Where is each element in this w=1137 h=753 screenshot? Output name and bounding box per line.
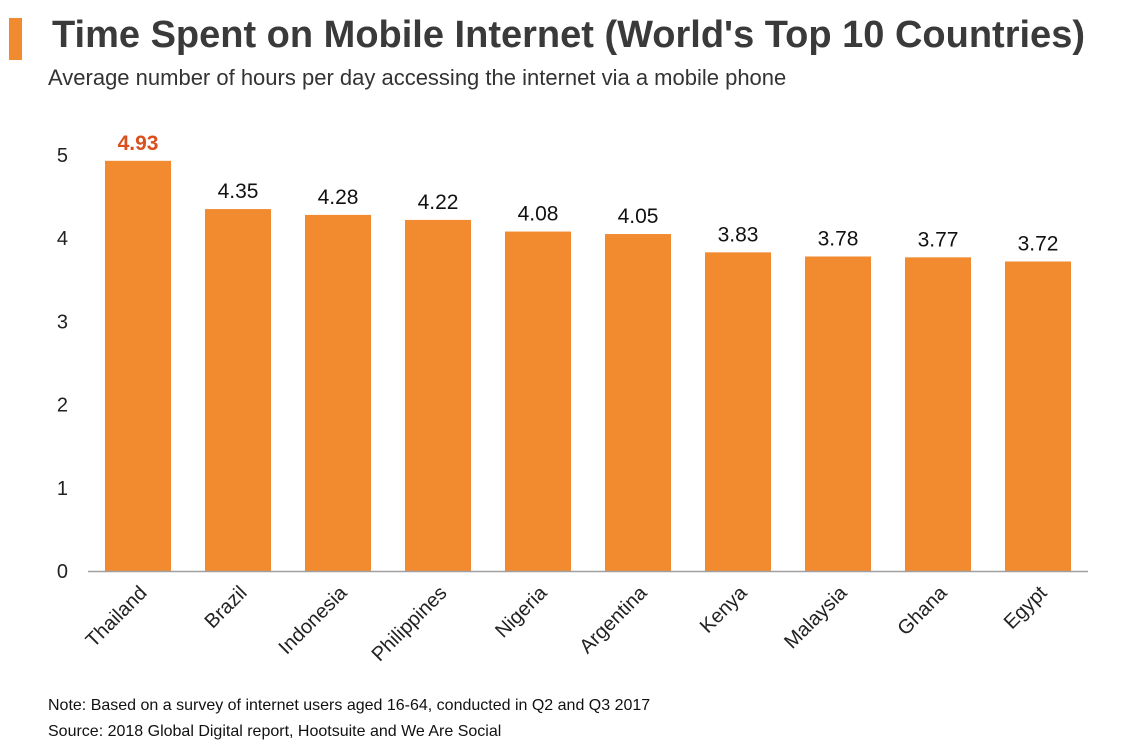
value-label: 3.78 [818, 228, 859, 251]
title-accent-bar [9, 18, 22, 60]
bar [805, 256, 871, 571]
value-label: 4.35 [218, 180, 259, 203]
bar [405, 219, 471, 571]
category-label: Nigeria [491, 581, 552, 642]
value-label: 4.28 [318, 186, 359, 209]
footnote-note: Note: Based on a survey of internet user… [48, 697, 651, 714]
value-label: 4.22 [418, 191, 459, 214]
category-label: Ghana [894, 581, 953, 640]
value-label: 3.77 [918, 228, 959, 251]
bar [1005, 261, 1071, 571]
chart-subtitle: Average number of hours per day accessin… [48, 65, 787, 90]
value-label: 4.93 [118, 132, 159, 155]
category-label: Thailand [82, 582, 152, 652]
value-label: 4.08 [518, 203, 559, 226]
y-tick-label: 5 [57, 145, 68, 167]
category-label: Egypt [1000, 582, 1052, 634]
category-label: Argentina [575, 581, 652, 658]
value-label: 3.72 [1018, 232, 1059, 255]
category-label: Malaysia [780, 581, 852, 653]
value-label: 4.05 [618, 205, 659, 228]
bar [205, 209, 271, 571]
category-label: Brazil [201, 582, 252, 633]
value-label: 3.83 [718, 223, 759, 246]
y-tick-label: 3 [57, 311, 68, 333]
bar [105, 160, 171, 571]
y-tick-label: 4 [57, 228, 68, 250]
bar [705, 252, 771, 571]
footnote-source: Source: 2018 Global Digital report, Hoot… [48, 723, 502, 740]
bar [505, 231, 571, 571]
chart-title: Time Spent on Mobile Internet (World's T… [52, 14, 1085, 56]
category-label: Kenya [696, 581, 752, 637]
category-label: Indonesia [275, 581, 353, 659]
y-tick-label: 2 [57, 395, 68, 417]
bar [605, 234, 671, 572]
bar [305, 214, 371, 572]
y-tick-label: 1 [57, 478, 68, 500]
category-label: Philippines [368, 582, 452, 666]
bar [905, 257, 971, 571]
y-tick-label: 0 [57, 561, 68, 583]
